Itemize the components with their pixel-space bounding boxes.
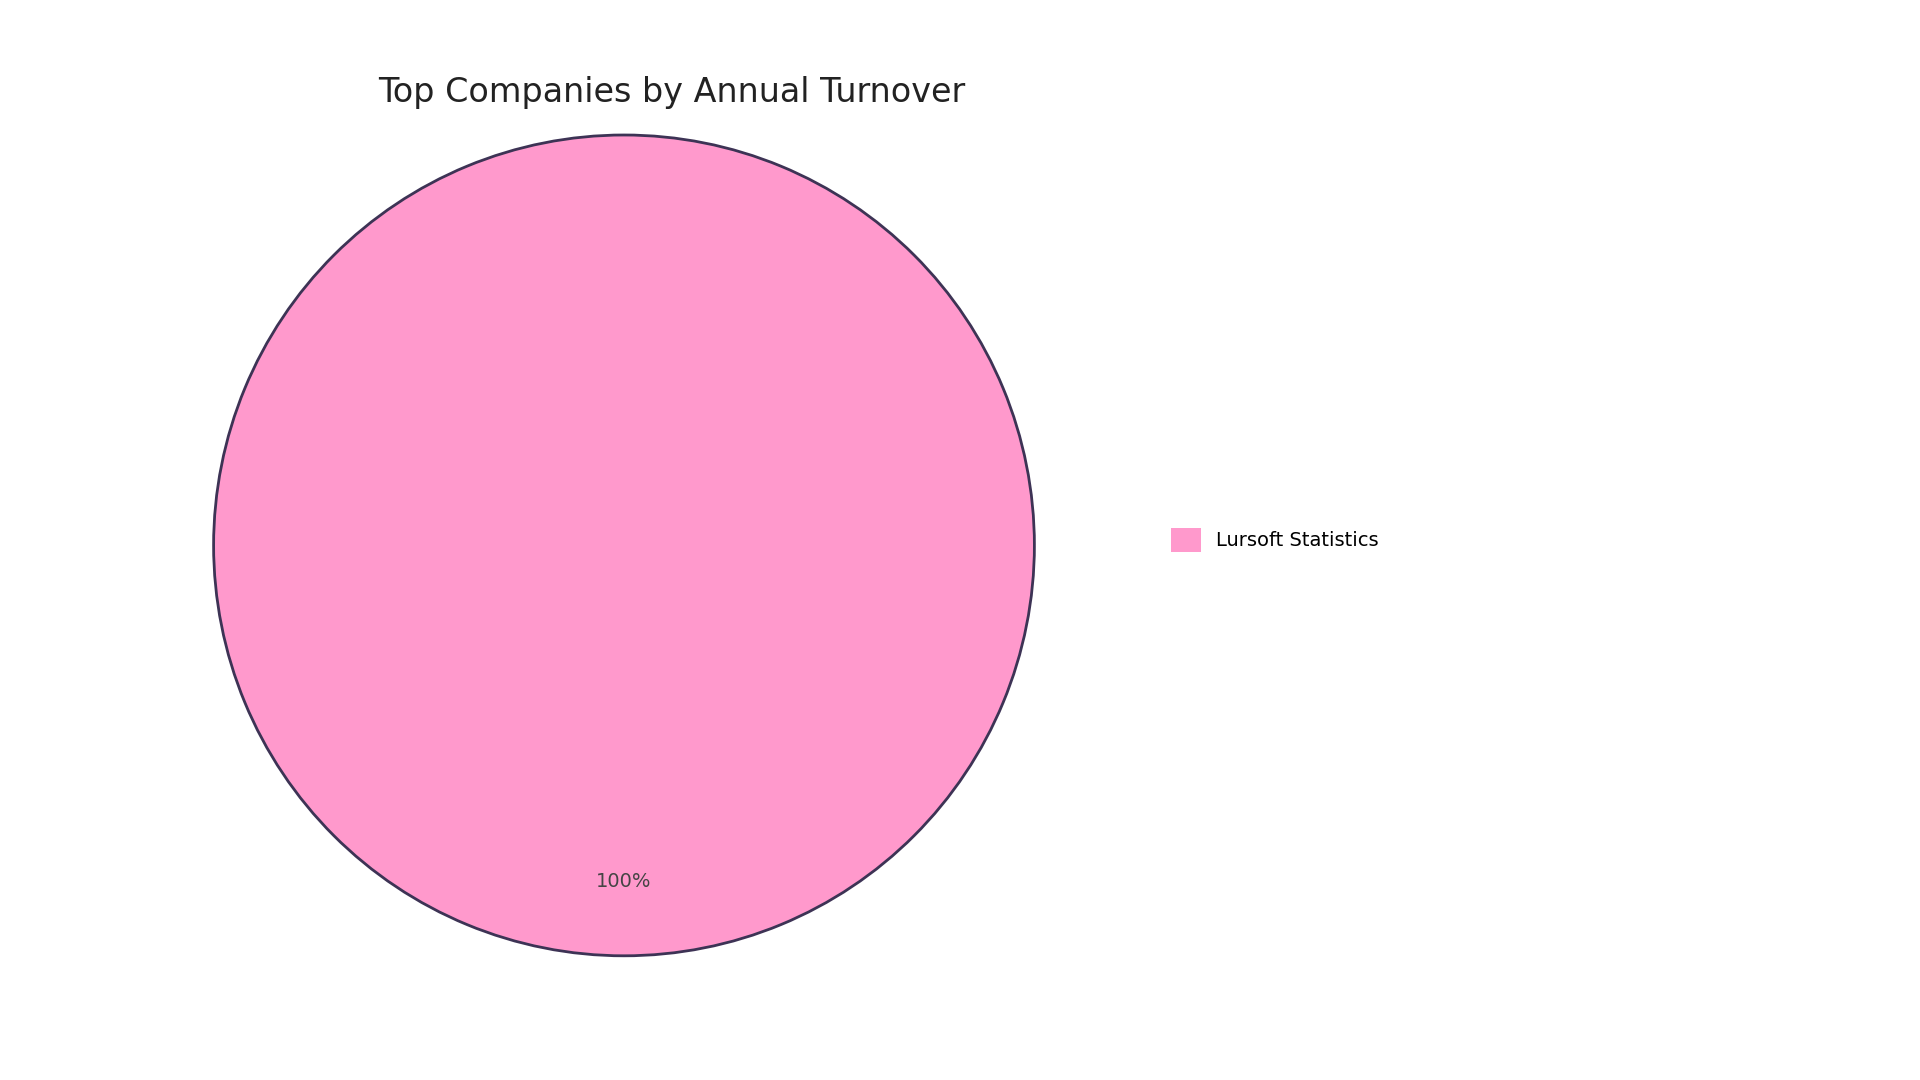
Wedge shape: [213, 135, 1035, 956]
Text: Top Companies by Annual Turnover: Top Companies by Annual Turnover: [378, 76, 966, 109]
Text: 100%: 100%: [597, 873, 651, 891]
Legend: Lursoft Statistics: Lursoft Statistics: [1162, 518, 1388, 562]
